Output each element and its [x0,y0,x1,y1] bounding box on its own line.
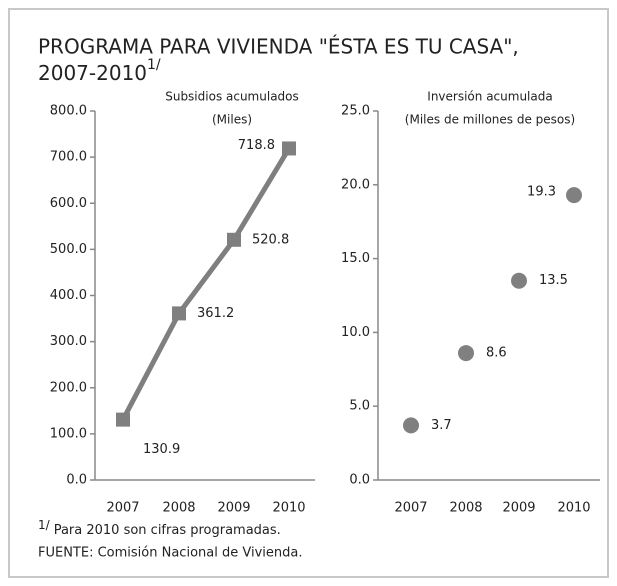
y-tick-label: 300.0 [50,334,87,349]
marker [172,306,186,321]
y-tick-label: 5.0 [349,399,370,414]
title-note-mark: 1/ [147,57,161,73]
data-label: 13.5 [539,273,568,288]
x-tick-label: 2010 [557,501,590,516]
title-years: 2007-2010 [38,61,147,85]
x-tick-label: 2009 [217,501,250,516]
y-tick-label: 20.0 [341,177,370,192]
y-tick-label: 25.0 [341,104,370,119]
frame [8,8,609,578]
y-tick-label: 800.0 [50,104,87,119]
chart-subtitle: (Miles) [212,113,252,127]
x-tick-label: 2008 [162,501,195,516]
marker [116,412,130,427]
point [403,417,419,434]
y-tick-label: 0.0 [349,473,370,488]
chart-subtitle: (Miles de millones de pesos) [405,113,575,127]
marker [227,232,241,247]
y-tick-label: 600.0 [50,196,87,211]
y-tick-label: 10.0 [341,325,370,340]
line [120,147,292,421]
chart-title: Subsidios acumulados [165,90,299,104]
x-tick-label: 2007 [394,501,427,516]
y-tick-label: 700.0 [50,150,87,165]
x-tick-label: 2009 [502,501,535,516]
y-tick-label: 15.0 [341,251,370,266]
chart-title: Inversión acumulada [427,90,552,104]
data-label: 19.3 [527,185,556,200]
x-tick-label: 2008 [449,501,482,516]
data-label: 3.7 [431,418,452,433]
data-label: 520.8 [252,232,289,247]
footnote-text: Para 2010 son cifras programadas. [54,523,281,538]
footnote: 1/Para 2010 son cifras programadas. [38,518,281,538]
y-tick-label: 100.0 [50,426,87,441]
source: FUENTE: Comisión Nacional de Vivienda. [38,546,302,561]
y-tick-label: 200.0 [50,380,87,395]
x-tick-label: 2007 [106,501,139,516]
y-tick-label: 500.0 [50,242,87,257]
point [511,272,527,289]
title-note: 2007-20101/ [38,57,161,85]
y-tick-label: 400.0 [50,288,87,303]
point [458,345,474,362]
data-label: 8.6 [486,346,507,361]
y-tick-label: 0.0 [66,473,87,488]
x-tick-label: 2010 [272,501,305,516]
data-label: 361.2 [197,306,234,321]
point [566,187,582,204]
marker [282,141,296,156]
data-label: 718.8 [238,138,275,153]
data-label: 130.9 [143,442,180,457]
footnote-mark: 1/ [38,518,51,532]
title: PROGRAMA PARA VIVIENDA "ÉSTA ES TU CASA"… [38,35,519,59]
